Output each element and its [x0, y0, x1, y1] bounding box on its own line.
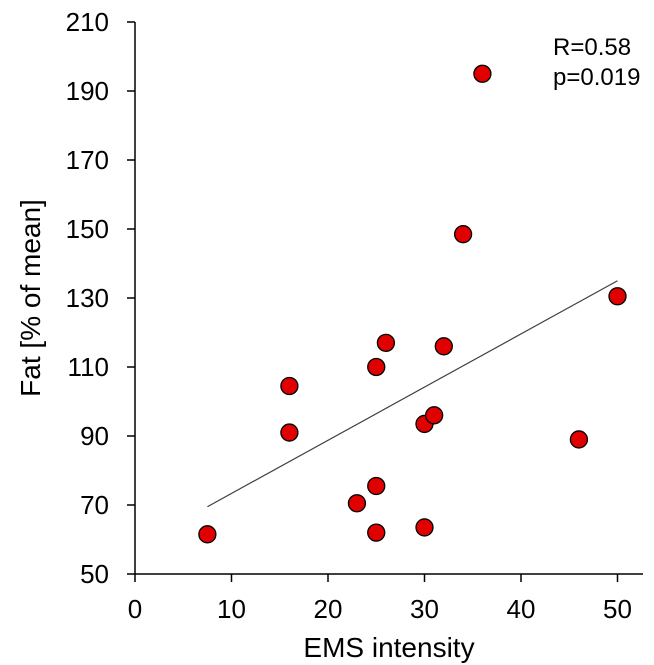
y-tick-label: 70 — [80, 490, 109, 520]
x-tick-label: 0 — [128, 594, 142, 624]
y-tick-label: 130 — [66, 283, 109, 313]
y-axis-title: Fat [% of mean] — [15, 199, 46, 397]
data-point — [367, 476, 386, 496]
data-point — [453, 225, 473, 244]
annotation-p: p=0.019 — [553, 64, 640, 91]
y-tick-label: 170 — [66, 145, 109, 175]
y-tick-label: 210 — [66, 7, 109, 37]
data-point — [367, 357, 386, 377]
data-point — [473, 64, 492, 83]
data-point — [415, 518, 434, 537]
x-tick-label: 30 — [410, 594, 439, 624]
y-axis-ticks: 50 70 90 110 130 150 170 190 210 — [66, 7, 135, 589]
data-point — [608, 287, 627, 306]
x-axis-title: EMS intensity — [303, 632, 474, 663]
annotation-r: R=0.58 — [553, 34, 631, 61]
y-tick-label: 190 — [66, 76, 109, 106]
data-point — [367, 523, 386, 542]
y-tick-label: 150 — [66, 214, 109, 244]
y-tick-label: 90 — [80, 421, 109, 451]
y-tick-label: 110 — [68, 352, 109, 382]
x-axis-ticks: 0 10 20 30 40 50 — [128, 574, 632, 624]
x-tick-label: 20 — [314, 594, 343, 624]
trendline — [207, 280, 618, 508]
data-point — [376, 333, 396, 353]
x-tick-label: 40 — [507, 594, 536, 624]
data-points — [198, 64, 627, 544]
data-point — [424, 406, 444, 425]
data-point — [569, 430, 589, 449]
data-point — [198, 525, 217, 544]
x-tick-label: 10 — [217, 594, 246, 624]
data-point — [280, 376, 299, 396]
y-tick-label: 50 — [80, 559, 109, 589]
data-point — [347, 494, 367, 513]
x-tick-label: 50 — [603, 594, 632, 624]
data-point — [434, 337, 453, 356]
data-point — [280, 423, 299, 442]
